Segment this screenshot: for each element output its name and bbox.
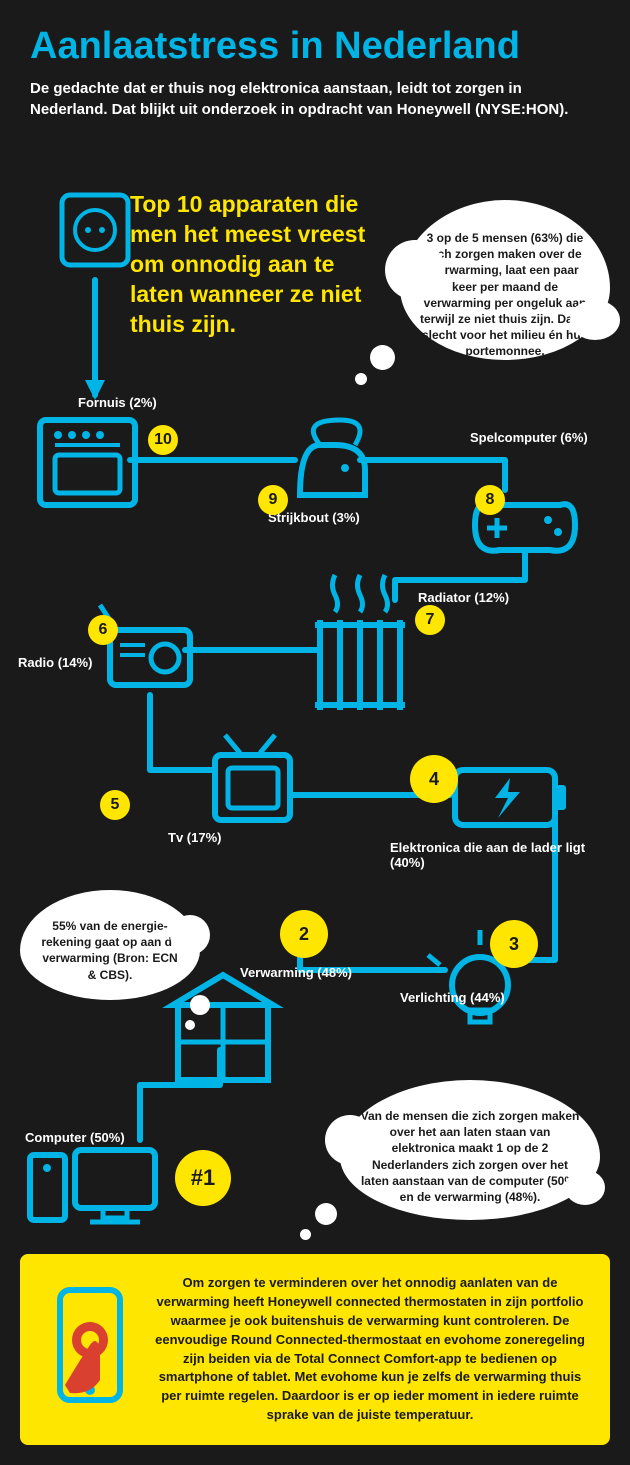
item-label: Radiator (12%)	[418, 590, 509, 605]
item-label: Verwarming (48%)	[240, 965, 352, 980]
item-label: Verlichting (44%)	[400, 990, 505, 1005]
oven-icon	[40, 420, 135, 505]
computer-icon	[30, 1150, 155, 1222]
socket-icon	[62, 195, 128, 265]
rank-badge: #1	[175, 1150, 231, 1206]
rank-badge: 4	[410, 755, 458, 803]
rank-badge: 7	[415, 605, 445, 635]
tv-icon	[215, 735, 290, 820]
rank-badge: 9	[258, 485, 288, 515]
rank-badge: 2	[280, 910, 328, 958]
footer-text: Om zorgen te verminderen over het onnodi…	[155, 1275, 585, 1422]
item-label: Strijkbout (3%)	[268, 510, 360, 525]
cloud-text: Van de mensen die zich zorgen maken over…	[361, 1109, 580, 1204]
item-label: Radio (14%)	[18, 655, 92, 670]
item-label: Elektronica die aan de lader ligt (40%)	[390, 840, 610, 870]
item-label: Fornuis (2%)	[78, 395, 157, 410]
item-label: Computer (50%)	[25, 1130, 125, 1145]
radio-icon	[100, 605, 190, 685]
phone-touch-icon	[45, 1285, 135, 1415]
rank-badge: 8	[475, 485, 505, 515]
cloud-text: 3 op de 5 mensen (63%) die zich zorgen m…	[420, 231, 590, 358]
page-title: Aanlaatstress in Nederland	[0, 0, 630, 78]
radiator-icon	[315, 575, 405, 710]
cloud-text: 55% van de energie-rekening gaat op aan …	[41, 919, 178, 982]
rank-badge: 6	[88, 615, 118, 645]
item-label: Tv (17%)	[168, 830, 221, 845]
page-subtitle: De gedachte dat er thuis nog elektronica…	[0, 78, 630, 135]
cloud-stat-2: 55% van de energie-rekening gaat op aan …	[20, 890, 200, 1000]
iron-icon	[300, 420, 365, 495]
battery-icon	[455, 770, 566, 825]
cloud-stat-1: 3 op de 5 mensen (63%) die zich zorgen m…	[400, 200, 610, 360]
footer-callout: Om zorgen te verminderen over het onnodi…	[20, 1254, 610, 1445]
rank-badge: 3	[490, 920, 538, 968]
cloud-stat-3: Van de mensen die zich zorgen maken over…	[340, 1080, 600, 1220]
top10-heading: Top 10 apparaten die men het meest vrees…	[130, 190, 390, 339]
rank-badge: 5	[100, 790, 130, 820]
rank-badge: 10	[148, 425, 178, 455]
item-label: Spelcomputer (6%)	[470, 430, 588, 445]
